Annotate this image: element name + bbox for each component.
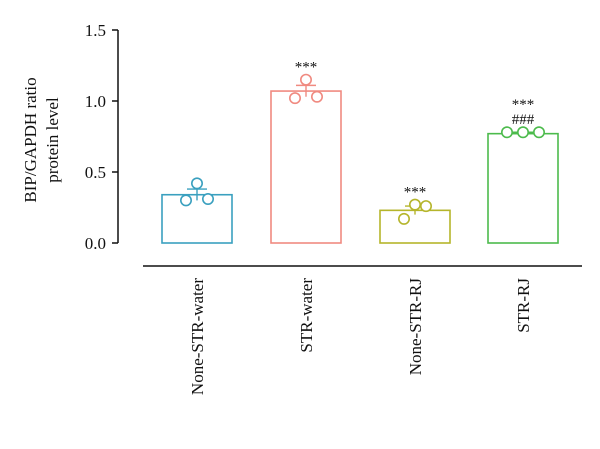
bar	[161, 193, 233, 244]
x-tick-label: None-STR-RJ	[406, 278, 425, 376]
data-point	[397, 212, 410, 225]
y-tick-label: 1.0	[85, 92, 106, 111]
x-tick-label: STR-water	[297, 278, 316, 353]
data-point	[419, 200, 432, 213]
bar	[379, 209, 451, 244]
data-point	[408, 198, 421, 211]
x-axis: None-STR-water STR-water None-STR-RJ STR-RJ	[143, 265, 582, 395]
data-point	[288, 92, 301, 105]
data-point	[299, 73, 312, 86]
data-point	[516, 126, 529, 139]
y-tick-label: 0.5	[85, 163, 106, 182]
x-tick-label: None-STR-water	[188, 278, 207, 395]
y-tick-label: 0.0	[85, 234, 106, 253]
bars: *********###	[161, 60, 559, 244]
data-point	[310, 90, 323, 103]
data-point	[180, 194, 193, 207]
data-point	[532, 126, 545, 139]
significance-marker: ###	[512, 112, 535, 128]
y-axis-label-line: protein level	[43, 97, 62, 183]
significance-marker: ***	[295, 60, 318, 76]
significance-marker: ***	[512, 97, 535, 113]
data-point	[500, 126, 513, 139]
y-axis-label-line: BIP/GAPDH ratio	[21, 77, 40, 202]
y-axis: 0.0 0.5 1.0 1.5	[85, 21, 119, 253]
y-tick-label: 1.5	[85, 21, 106, 40]
x-tick-label: STR-RJ	[514, 278, 533, 333]
y-axis-label: BIP/GAPDH ratio protein level	[21, 77, 62, 202]
data-point	[191, 177, 204, 190]
data-point	[202, 192, 215, 205]
bar	[487, 132, 559, 244]
significance-marker: ***	[404, 185, 427, 201]
bar	[270, 90, 342, 244]
